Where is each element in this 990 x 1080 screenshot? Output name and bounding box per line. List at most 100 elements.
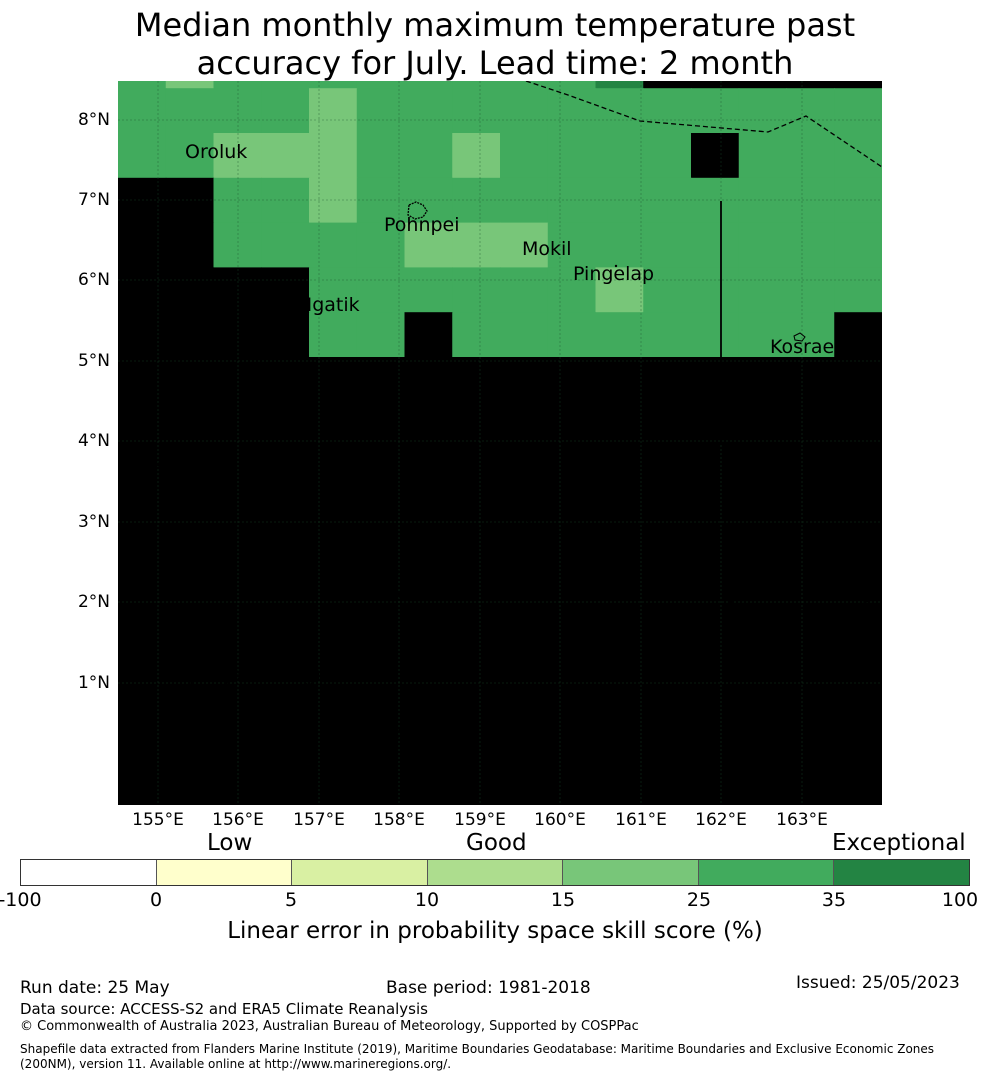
colorbar-category-low: Low: [207, 830, 253, 856]
colorbar-tick: 0: [149, 889, 163, 911]
grid-cell: [213, 446, 262, 492]
grid-cell: [261, 357, 310, 403]
grid-cell: [786, 625, 835, 672]
grid-cell: [118, 357, 167, 403]
colorbar-segment: [21, 860, 157, 885]
skill-score-map: [118, 81, 882, 805]
grid-cell: [118, 491, 167, 537]
grid-cell: [118, 446, 167, 492]
grid-cell: [118, 715, 167, 761]
grid-cell: [165, 88, 215, 134]
grid-cell: [547, 312, 597, 358]
grid-cell: [500, 222, 549, 268]
grid-cell: [261, 133, 310, 179]
longitude-label-160e: 160°E: [534, 810, 586, 830]
grid-cell: [500, 491, 549, 537]
grid-cell: [452, 625, 501, 672]
grid-cell: [595, 401, 644, 448]
grid-cell: [404, 177, 453, 224]
data-source: Data source: ACCESS-S2 and ERA5 Climate …: [20, 1000, 428, 1018]
grid-cell: [452, 491, 501, 537]
grid-cell: [213, 536, 262, 582]
grid-cell: [404, 312, 453, 358]
grid-cell: [309, 446, 358, 492]
grid-cell: [643, 536, 692, 582]
longitude-label-161e: 161°E: [615, 810, 667, 830]
grid-cell: [213, 401, 262, 448]
map-title: Median monthly maximum temperature past …: [0, 6, 990, 82]
grid-cell: [595, 446, 644, 492]
grid-cell: [834, 491, 882, 537]
grid-cell: [356, 312, 406, 358]
grid-cell: [643, 625, 692, 672]
grid-cell: [738, 670, 788, 716]
grid-cell: [261, 491, 310, 537]
place-label-nukuoro: Nukuoro: [127, 453, 207, 475]
grid-cell: [500, 88, 549, 134]
grid-cell: [404, 222, 453, 268]
grid-cell: [738, 222, 788, 268]
grid-cell: [547, 625, 597, 672]
grid-cell: [547, 267, 597, 313]
grid-cell: [261, 267, 310, 313]
grid-cell: [786, 715, 835, 761]
place-label-kosrae: Kosrae: [770, 336, 835, 358]
grid-cell: [547, 133, 597, 179]
grid-cell: [452, 357, 501, 403]
grid-cell: [309, 133, 358, 179]
latitude-label-5n: 5°N: [77, 351, 110, 371]
grid-cell: [547, 81, 597, 89]
grid-cell: [691, 491, 740, 537]
grid-cell: [738, 491, 788, 537]
shapefile-credit-line-1: Shapefile data extracted from Flanders M…: [20, 1042, 935, 1056]
grid-cell: [834, 760, 882, 805]
grid-cell: [309, 491, 358, 537]
copyright: © Commonwealth of Australia 2023, Austra…: [20, 1019, 639, 1034]
grid-cell: [547, 536, 597, 582]
grid-cell: [165, 625, 215, 672]
grid-cell: [547, 670, 597, 716]
grid-cell: [691, 446, 740, 492]
grid-cell: [261, 88, 310, 134]
grid-cell: [547, 491, 597, 537]
grid-cell: [595, 581, 644, 627]
grid-cell: [691, 177, 740, 224]
kosrae-outline: [793, 332, 806, 342]
grid-cell: [643, 446, 692, 492]
grid-cell: [595, 222, 644, 268]
grid-cell: [309, 88, 358, 134]
grid-cell: [547, 581, 597, 627]
title-line-2: accuracy for July. Lead time: 2 month: [196, 44, 794, 82]
grid-cell: [452, 177, 501, 224]
grid-cell: [213, 581, 262, 627]
grid-cell: [356, 267, 406, 313]
colorbar-tick: 10: [414, 889, 440, 911]
grid-cell: [500, 401, 549, 448]
grid-cell: [643, 401, 692, 448]
grid-cell: [356, 88, 406, 134]
latitude-label-6n: 6°N: [77, 270, 110, 290]
grid-cell: [165, 222, 215, 268]
grid-cell: [834, 81, 882, 89]
grid-cell: [165, 536, 215, 582]
base-period: Base period: 1981-2018: [386, 978, 591, 998]
grid-cell: [738, 312, 788, 358]
grid-cell: [786, 133, 835, 179]
title-line-1: Median monthly maximum temperature past: [134, 6, 856, 44]
grid-cell: [500, 446, 549, 492]
colorbar-label: Linear error in probability space skill …: [227, 918, 763, 944]
colorbar-category-exceptional: Exceptional: [832, 830, 966, 856]
grid-cell: [261, 670, 310, 716]
grid-cell: [738, 446, 788, 492]
grid-cell: [643, 760, 692, 805]
grid-cell: [213, 177, 262, 224]
grid-cell: [738, 357, 788, 403]
grid-cell: [500, 715, 549, 761]
grid-cell: [547, 446, 597, 492]
grid-cell: [356, 715, 406, 761]
grid-cell: [309, 222, 358, 268]
grid-cell: [165, 357, 215, 403]
grid-cell: [261, 222, 310, 268]
grid-cell: [738, 81, 788, 89]
grid-cell: [404, 536, 453, 582]
